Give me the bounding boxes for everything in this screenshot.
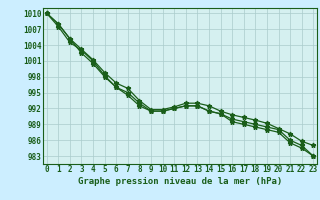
X-axis label: Graphe pression niveau de la mer (hPa): Graphe pression niveau de la mer (hPa)	[78, 177, 282, 186]
